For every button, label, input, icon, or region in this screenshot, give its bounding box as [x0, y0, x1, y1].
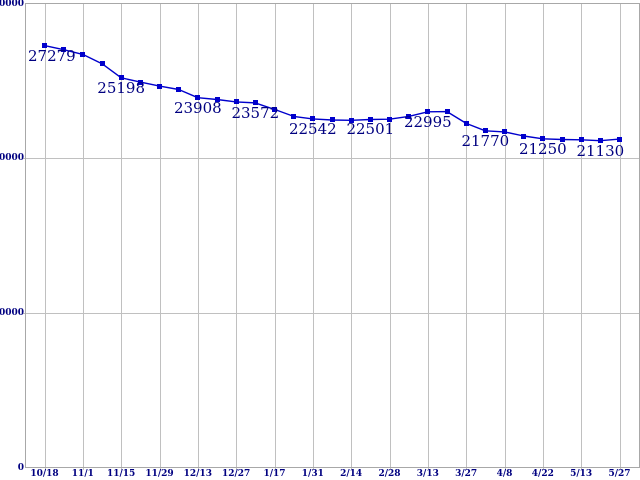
data-point-marker [176, 87, 181, 92]
x-tick-label: 11/1 [71, 469, 94, 479]
x-tick-label: 10/18 [30, 469, 59, 479]
x-tick-label: 4/22 [531, 469, 554, 479]
value-label: 23908 [173, 98, 222, 117]
data-point-marker [215, 97, 220, 102]
value-label: 22542 [288, 119, 337, 138]
data-point-marker [540, 136, 545, 141]
data-point-marker [310, 116, 315, 121]
data-point-marker [349, 118, 354, 123]
data-point-marker [61, 47, 66, 52]
data-point-marker [387, 117, 392, 122]
x-tick-label: 2/28 [378, 469, 401, 479]
data-point-marker [464, 121, 469, 126]
value-label: 25198 [97, 78, 146, 97]
data-point-marker [195, 95, 200, 100]
data-point-marker [80, 52, 85, 57]
data-point-marker [445, 109, 450, 114]
data-point-marker [598, 138, 603, 143]
data-point-marker [157, 84, 162, 89]
data-point-marker [617, 137, 622, 142]
value-label: 21250 [518, 139, 567, 158]
data-point-marker [330, 117, 335, 122]
x-tick-label: 5/13 [570, 469, 593, 479]
x-tick-label: 2/14 [340, 469, 363, 479]
value-label: 21130 [576, 141, 625, 160]
data-point-marker [138, 80, 143, 85]
y-tick-label: 30000 [0, 0, 24, 9]
data-point-marker [234, 99, 239, 104]
value-label: 22995 [403, 112, 452, 131]
data-point-marker [406, 114, 411, 119]
value-label: 22501 [346, 120, 395, 139]
y-tick-label: 10000 [0, 307, 24, 318]
data-point-marker [100, 61, 105, 66]
y-tick-label: 20000 [0, 153, 24, 164]
data-point-marker [272, 107, 277, 112]
x-tick-label: 3/13 [416, 469, 439, 479]
x-tick-label: 3/27 [455, 469, 478, 479]
x-tick-label: 1/31 [301, 469, 324, 479]
value-label: 21770 [461, 131, 510, 150]
y-tick-label: 0 [17, 462, 24, 473]
data-point-marker [521, 134, 526, 139]
data-point-marker [119, 75, 124, 80]
x-tick-label: 12/13 [183, 469, 212, 479]
x-tick-label: 1/17 [263, 469, 286, 479]
data-point-marker [42, 43, 47, 48]
data-point-marker [253, 100, 258, 105]
data-point-marker [483, 128, 488, 133]
plot-frame [25, 3, 640, 468]
x-tick-label: 4/8 [496, 469, 513, 479]
data-point-marker [425, 109, 430, 114]
value-label: 27279 [28, 46, 76, 65]
data-point-marker [291, 114, 296, 119]
x-tick-label: 11/29 [145, 469, 174, 479]
data-point-marker [368, 117, 373, 122]
data-point-marker [560, 137, 565, 142]
x-tick-label: 12/27 [221, 469, 251, 479]
value-label: 23572 [231, 103, 280, 122]
x-tick-label: 5/27 [608, 469, 631, 479]
x-tick-label: 11/15 [106, 469, 136, 479]
data-point-marker [579, 137, 584, 142]
data-point-marker [502, 129, 507, 134]
